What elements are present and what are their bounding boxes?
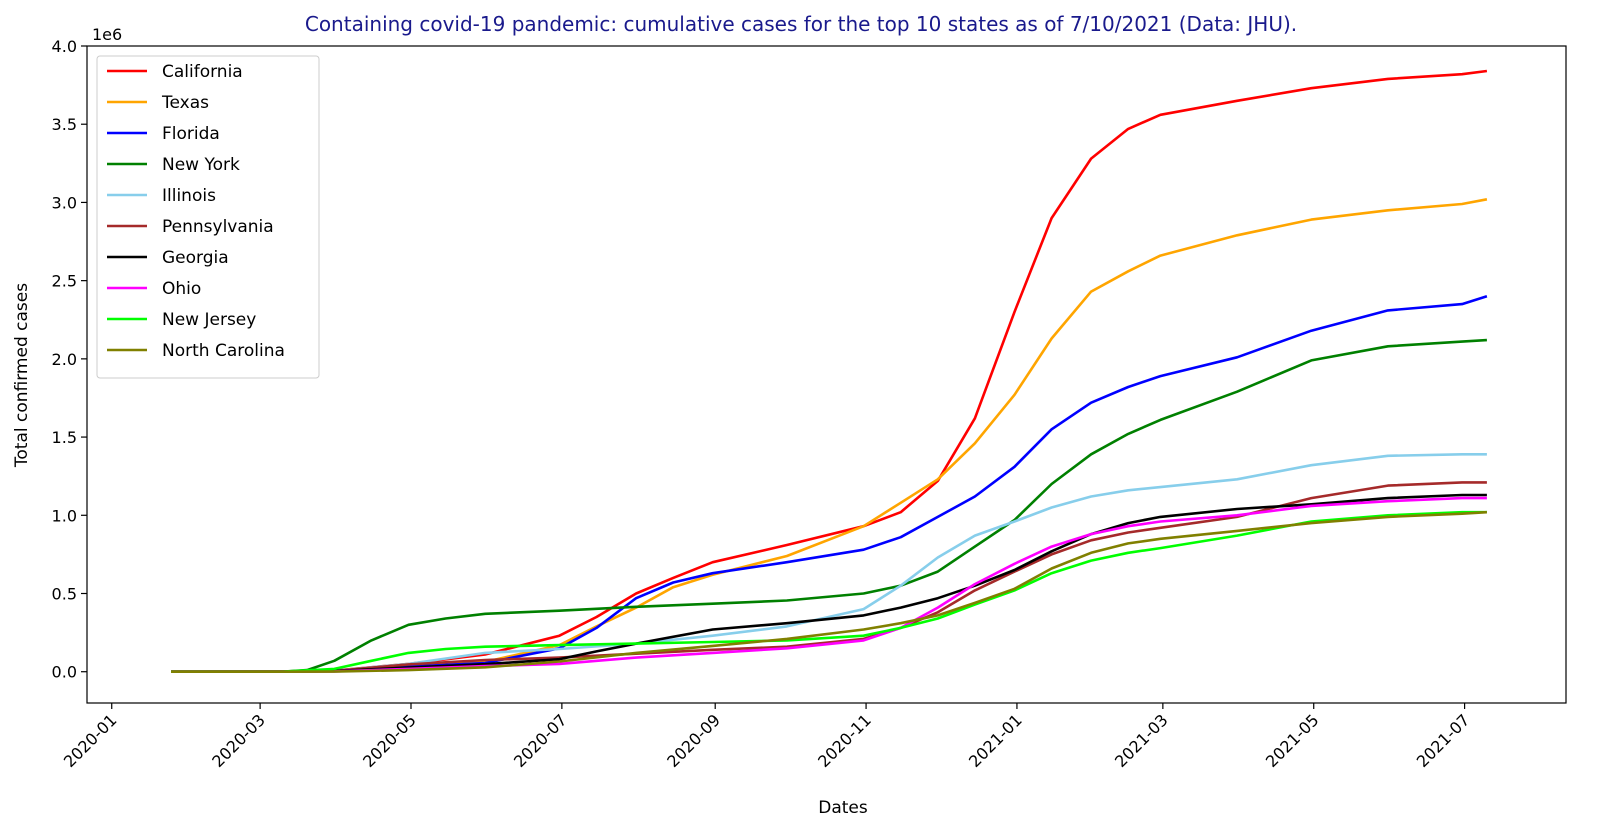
y-tick-label: 3.0 <box>52 193 77 212</box>
y-tick-label: 2.5 <box>52 272 77 291</box>
chart-title: Containing covid-19 pandemic: cumulative… <box>305 12 1297 36</box>
y-tick-label: 4.0 <box>52 37 77 56</box>
legend-label: Ohio <box>162 279 201 299</box>
legend-box <box>96 55 320 379</box>
plot-layer <box>171 69 1488 673</box>
y-scale-label: 1e6 <box>92 25 122 44</box>
legend-label: New Jersey <box>162 310 256 330</box>
legend-label: Texas <box>161 93 209 113</box>
plot-frame <box>86 45 1567 704</box>
y-tick-label: 0.5 <box>52 585 77 604</box>
legend-label: New York <box>162 155 240 175</box>
series-line-new-york <box>171 338 1487 673</box>
y-axis-label: Total confirmed cases <box>12 283 32 468</box>
series-line-georgia <box>171 493 1487 673</box>
series-line-illinois <box>171 453 1487 673</box>
legend-label: Pennsylvania <box>162 217 274 237</box>
legend-label: California <box>162 62 243 82</box>
y-tick-label: 1.5 <box>52 428 77 447</box>
legend-label: Florida <box>162 124 220 144</box>
y-tick-label: 0.0 <box>52 663 77 682</box>
y-tick-label: 2.0 <box>52 350 77 369</box>
legend-label: North Carolina <box>162 341 285 361</box>
series-line-pennsylvania <box>171 481 1487 673</box>
y-tick-label: 1.0 <box>52 506 77 525</box>
legend-label: Georgia <box>162 248 229 268</box>
legend: California Texas Florida New York Illinois Pe… <box>96 55 320 379</box>
x-axis-label: Dates <box>818 798 868 818</box>
series-line-north-carolina <box>171 510 1487 673</box>
series-line-new-jersey <box>171 510 1487 673</box>
y-tick-label: 3.5 <box>52 115 77 134</box>
legend-label: Illinois <box>162 186 216 206</box>
series-line-california <box>171 69 1488 673</box>
